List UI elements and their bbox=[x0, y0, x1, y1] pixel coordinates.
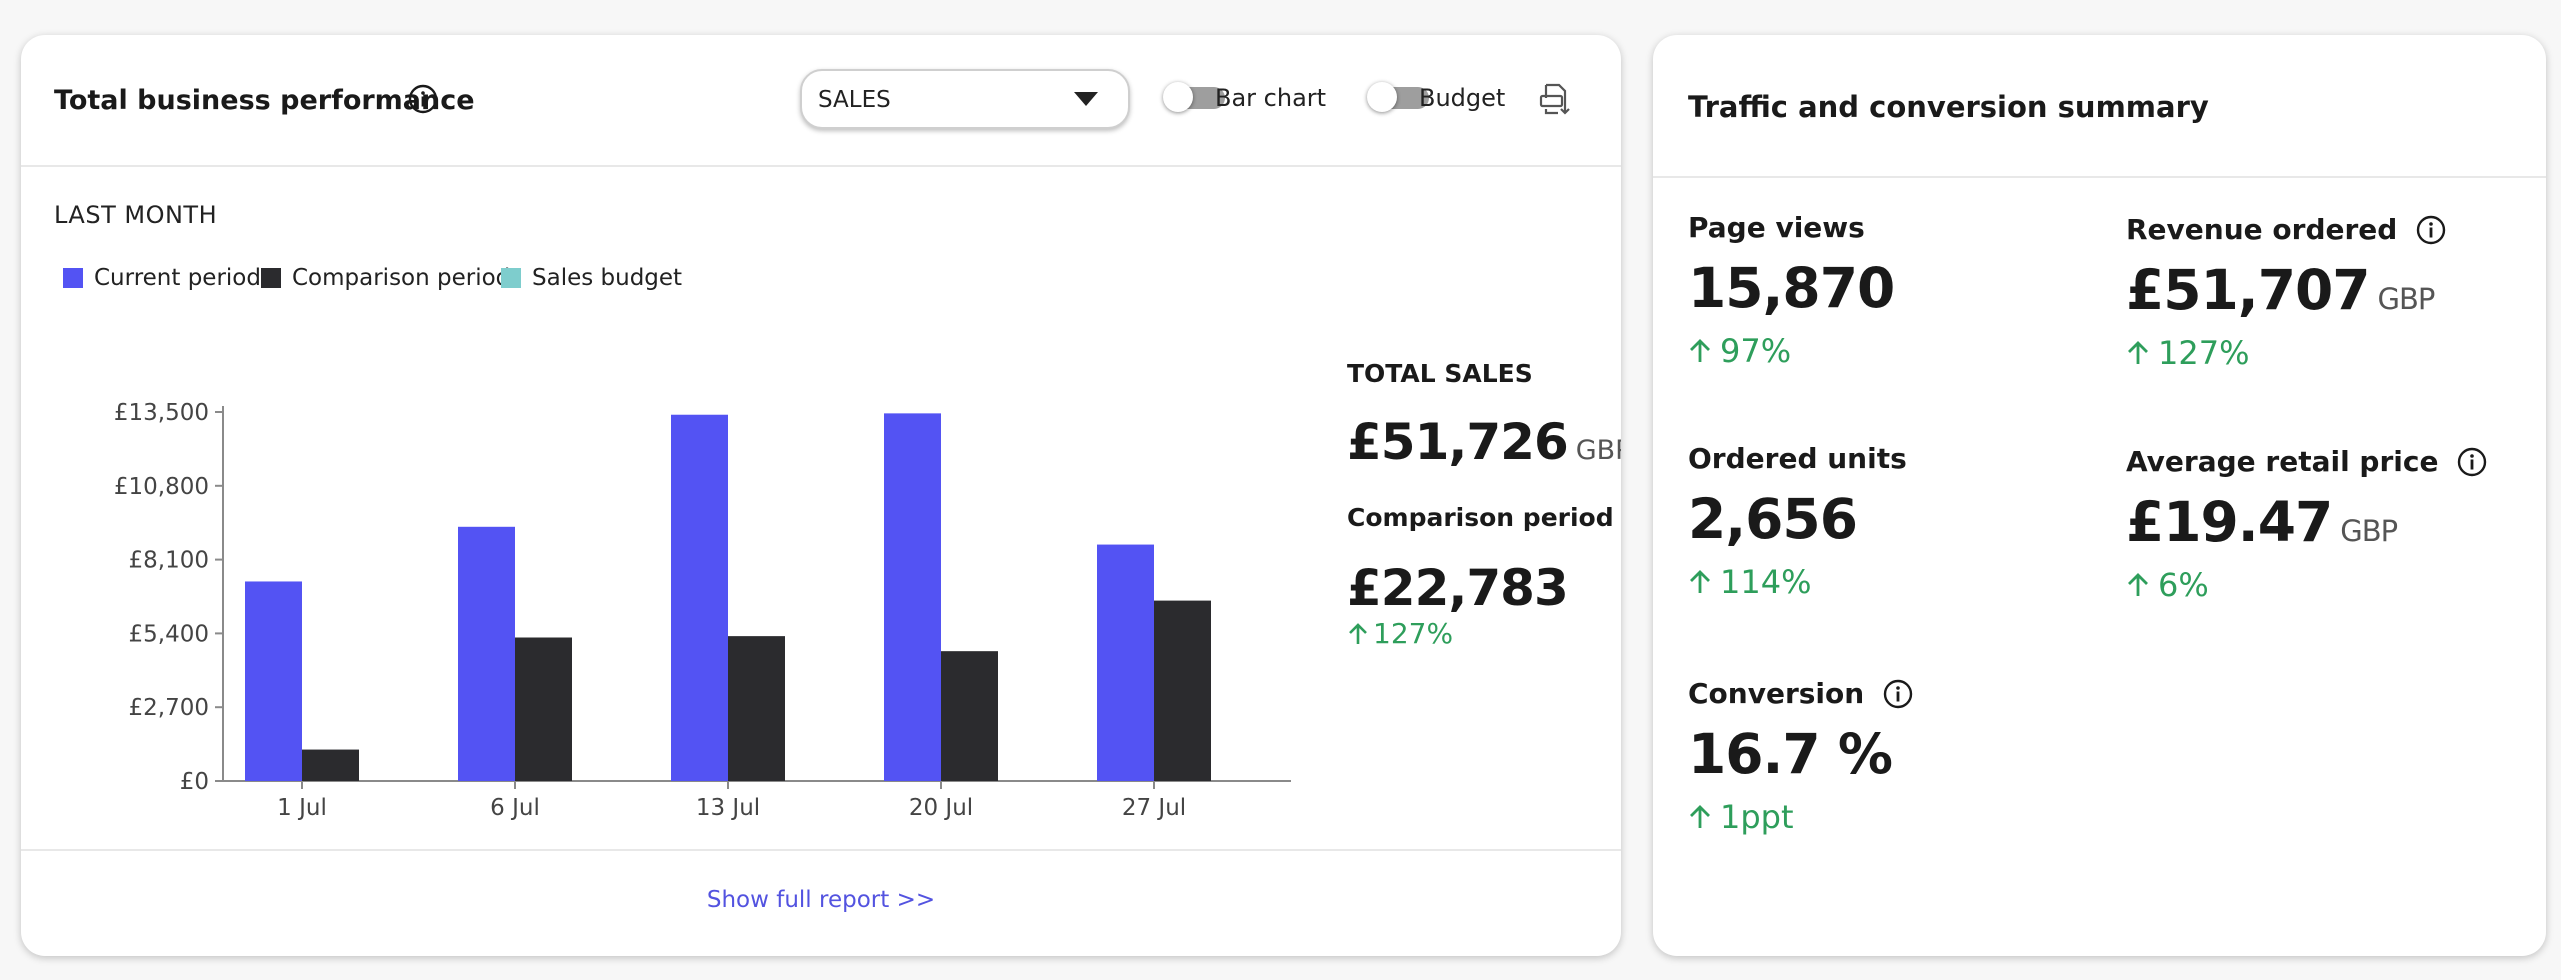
bar-current bbox=[245, 581, 302, 781]
legend-item-current: Current period bbox=[63, 265, 261, 291]
metric-average-retail-price: Average retail price £19.47 GBP 6% bbox=[2126, 445, 2488, 604]
bar-comparison bbox=[1154, 600, 1211, 781]
total-sales-title: TOTAL SALES bbox=[1347, 359, 1533, 388]
currency-unit: GBP bbox=[2340, 514, 2398, 548]
info-icon[interactable] bbox=[1882, 678, 1914, 710]
metric-change: 114% bbox=[1688, 563, 1907, 601]
metric-revenue-ordered: Revenue ordered £51,707 GBP 127% bbox=[2126, 213, 2447, 372]
budget-toggle[interactable] bbox=[1367, 82, 1429, 112]
bar-comparison bbox=[941, 651, 998, 781]
bar-comparison bbox=[302, 749, 359, 781]
traffic-conversion-card: Traffic and conversion summary Page view… bbox=[1653, 35, 2546, 956]
legend-label: Current period bbox=[94, 265, 261, 291]
metric-page-views: Page views 15,870 97% bbox=[1688, 211, 1895, 370]
metric-value: £19.47 GBP bbox=[2126, 490, 2398, 554]
y-tick-label: £2,700 bbox=[129, 695, 209, 721]
legend-swatch bbox=[261, 268, 281, 288]
comparison-period-title: Comparison period bbox=[1347, 503, 1614, 532]
period-label: LAST MONTH bbox=[54, 201, 218, 229]
metric-title: Revenue ordered bbox=[2126, 213, 2447, 246]
info-icon[interactable] bbox=[407, 83, 439, 115]
arrow-up-icon bbox=[2128, 341, 2148, 364]
legend-swatch bbox=[63, 268, 83, 288]
bar-chart-toggle[interactable] bbox=[1163, 82, 1225, 112]
card-title: Traffic and conversion summary bbox=[1688, 90, 2209, 124]
metric-ordered-units: Ordered units 2,656 114% bbox=[1688, 442, 1907, 601]
comparison-period-value: £22,783 bbox=[1347, 559, 1569, 617]
x-tick-label: 6 Jul bbox=[490, 795, 540, 821]
metric-select[interactable]: SALES bbox=[800, 69, 1130, 129]
info-icon[interactable] bbox=[2456, 446, 2488, 478]
metric-value: £51,707 GBP bbox=[2126, 258, 2436, 322]
arrow-up-icon bbox=[2128, 573, 2148, 596]
currency-unit: GBP bbox=[2377, 282, 2436, 316]
card-header: Total business performance SALES Bar cha… bbox=[21, 35, 1621, 167]
arrow-up-icon bbox=[1349, 622, 1367, 644]
metric-conversion: Conversion 16.7 % 1ppt bbox=[1688, 677, 1914, 836]
metric-title: Page views bbox=[1688, 211, 1865, 244]
x-tick-label: 20 Jul bbox=[909, 795, 973, 821]
total-sales-amount: £51,726 bbox=[1347, 413, 1569, 471]
metric-title: Ordered units bbox=[1688, 442, 1907, 475]
show-full-report-link[interactable]: Show full report >> bbox=[706, 887, 936, 913]
x-tick-label: 13 Jul bbox=[696, 795, 760, 821]
metric-change: 127% bbox=[2126, 334, 2447, 372]
toggle-knob bbox=[1163, 82, 1193, 112]
y-tick-label: £8,100 bbox=[129, 548, 209, 574]
arrow-up-icon bbox=[1690, 570, 1710, 593]
legend-label: Comparison period bbox=[292, 265, 511, 291]
metric-select-value: SALES bbox=[818, 87, 891, 113]
y-tick-label: £0 bbox=[180, 769, 209, 795]
metric-title: Conversion bbox=[1688, 677, 1914, 710]
comparison-change: 127% bbox=[1347, 617, 1453, 650]
legend-label: Sales budget bbox=[532, 265, 683, 291]
metric-title: Average retail price bbox=[2126, 445, 2488, 478]
bar-comparison bbox=[515, 637, 572, 781]
sales-bar-chart: £0 £2,700 £5,400 £8,100 £10,800 £13,500 1 Jul 6… bbox=[114, 400, 1291, 821]
bar-current bbox=[884, 413, 941, 781]
bar-chart-toggle-label: Bar chart bbox=[1215, 84, 1327, 112]
metric-value: 2,656 bbox=[1688, 487, 1858, 551]
budget-toggle-label: Budget bbox=[1419, 84, 1506, 112]
total-sales-value: £51,726GBP bbox=[1347, 413, 1621, 471]
x-tick-label: 1 Jul bbox=[277, 795, 327, 821]
arrow-up-icon bbox=[1690, 339, 1710, 362]
currency-unit: GBP bbox=[1575, 435, 1621, 466]
legend-swatch bbox=[501, 268, 521, 288]
download-report-icon[interactable] bbox=[1538, 82, 1572, 116]
y-tick-label: £13,500 bbox=[114, 400, 209, 426]
y-tick-label: £10,800 bbox=[114, 474, 209, 500]
bar-comparison bbox=[728, 636, 785, 781]
info-icon[interactable] bbox=[2415, 214, 2447, 246]
y-tick-label: £5,400 bbox=[129, 621, 209, 647]
bar-current bbox=[1097, 544, 1154, 781]
arrow-up-icon bbox=[1690, 805, 1710, 828]
chevron-down-icon bbox=[1074, 92, 1098, 106]
metric-value: 15,870 bbox=[1688, 256, 1895, 320]
card-header: Traffic and conversion summary bbox=[1653, 35, 2546, 178]
x-tick-label: 27 Jul bbox=[1122, 795, 1186, 821]
total-business-performance-card: Total business performance SALES Bar cha… bbox=[21, 35, 1621, 956]
card-title: Total business performance bbox=[54, 85, 475, 116]
legend-item-budget: Sales budget bbox=[501, 265, 682, 291]
metric-change: 97% bbox=[1688, 332, 1894, 370]
metric-change: 1ppt bbox=[1688, 798, 1914, 836]
card-footer: Show full report >> bbox=[21, 849, 1621, 956]
legend-item-comparison: Comparison period bbox=[261, 265, 510, 291]
bar-current bbox=[458, 526, 515, 781]
metric-value: 16.7 % bbox=[1688, 722, 1893, 786]
bar-current bbox=[671, 414, 728, 781]
metric-change: 6% bbox=[2126, 566, 2488, 604]
toggle-knob bbox=[1367, 82, 1397, 112]
